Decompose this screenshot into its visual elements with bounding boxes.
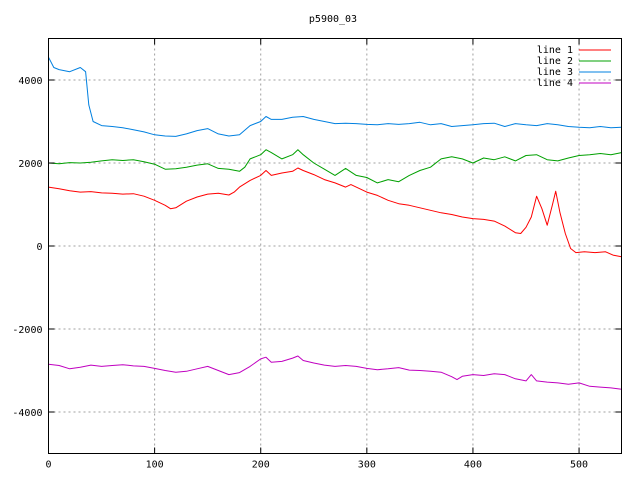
axis-ticks: 0 100 200 300 400 500 -4000 -2000 0 2000 4000 xyxy=(12,38,622,471)
x-tick-label: 500 xyxy=(570,460,588,471)
y-tick-label: -4000 xyxy=(12,408,42,419)
x-tick-label: 200 xyxy=(252,460,270,471)
x-tick-label: 400 xyxy=(464,460,482,471)
series-line-3 xyxy=(48,56,622,137)
x-tick-label: 100 xyxy=(146,460,164,471)
chart-title: p5900_03 xyxy=(309,14,357,25)
y-tick-label: 0 xyxy=(36,242,42,253)
legend-label-3: line 3 xyxy=(537,67,573,78)
series-line-1 xyxy=(48,167,622,258)
legend-label-2: line 2 xyxy=(537,56,573,67)
x-tick-label: 0 xyxy=(45,460,51,471)
x-tick-label: 300 xyxy=(358,460,376,471)
series-layer xyxy=(48,56,622,390)
y-tick-label: 2000 xyxy=(18,159,42,170)
legend-label-4: line 4 xyxy=(537,78,573,89)
series-line-4 xyxy=(48,355,622,390)
series-line-2 xyxy=(48,149,622,184)
y-tick-label: -2000 xyxy=(12,325,42,336)
grid xyxy=(48,38,622,454)
legend-label-1: line 1 xyxy=(537,45,573,56)
y-tick-label: 4000 xyxy=(18,76,42,87)
